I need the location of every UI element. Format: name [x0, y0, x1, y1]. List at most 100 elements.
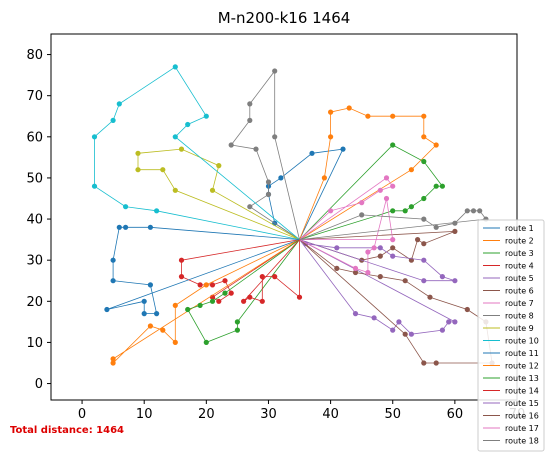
legend-label: route 4 [505, 262, 534, 271]
legend-label: route 7 [505, 299, 534, 308]
route-8-point [265, 191, 272, 197]
route-5 [299, 239, 458, 337]
route-3-point [402, 208, 408, 214]
route-17-point [390, 237, 396, 243]
route-11-point [104, 306, 110, 313]
route-4-point [216, 298, 222, 304]
route-16-point [427, 294, 433, 300]
route-3-point [439, 183, 445, 189]
y-tick-label: 50 [26, 171, 43, 186]
route-2-point [365, 113, 371, 119]
route-5-point [371, 315, 377, 321]
route-6-point [452, 228, 458, 234]
route-1-point [278, 175, 284, 181]
legend-label: route 6 [505, 287, 534, 296]
route-11-point [141, 298, 147, 304]
route-9-point [178, 146, 185, 152]
y-tick-label: 0 [35, 377, 43, 392]
route-16-point [377, 274, 383, 280]
route-18-point [421, 216, 427, 222]
routes-layer [91, 64, 495, 366]
axis-ticks: 01020304050607001020304050607080 [26, 48, 525, 422]
route-6-point [421, 241, 427, 247]
chart-title: M-n200-k16 1464 [218, 9, 351, 27]
y-tick-label: 40 [26, 213, 43, 228]
route-15-point [421, 278, 427, 284]
route-5-point [446, 319, 452, 325]
route-3-point [390, 208, 396, 214]
route-7-point [390, 183, 396, 189]
route-10-point [185, 121, 191, 128]
route-17-point [383, 195, 390, 202]
route-4-point [197, 282, 203, 288]
route-15-point [452, 278, 458, 284]
route-17-point [365, 249, 371, 255]
route-5-point [452, 319, 458, 325]
x-tick-label: 60 [447, 407, 464, 422]
legend-label: route 14 [505, 387, 539, 396]
route-14-point [296, 294, 303, 300]
route-14 [241, 239, 303, 304]
route-3-point [433, 183, 439, 189]
route-4-point [178, 274, 185, 280]
y-tick-label: 10 [26, 336, 43, 351]
route-12-point [110, 356, 116, 362]
route-9-point [135, 150, 141, 156]
legend-label: route 3 [505, 249, 534, 258]
total-distance-annotation: Total distance: 1464 [10, 425, 124, 436]
route-4 [178, 239, 300, 304]
x-tick-label: 30 [260, 407, 277, 422]
route-10-point [172, 64, 178, 70]
route-4-point [222, 278, 228, 284]
route-13-point [197, 302, 203, 308]
route-11-line [106, 226, 300, 315]
route-18-point [464, 208, 470, 214]
route-14-point [247, 294, 253, 300]
route-14-point [259, 274, 265, 280]
route-13-point [185, 306, 191, 313]
route-9-point [172, 187, 178, 193]
route-4-point [178, 257, 185, 263]
route-3-point [408, 204, 414, 210]
y-tick-label: 80 [26, 48, 43, 63]
legend-label: route 12 [505, 362, 539, 371]
x-tick-label: 0 [78, 407, 86, 422]
route-9-point [160, 167, 166, 173]
route-18-line [299, 210, 487, 240]
route-10-point [91, 183, 98, 189]
legend-label: route 11 [505, 349, 539, 358]
route-18-point [470, 208, 477, 214]
route-12-point [147, 323, 153, 329]
route-17-point [352, 265, 359, 271]
route-14-point [241, 298, 247, 304]
route-1-point [340, 146, 346, 152]
route-11-point [116, 224, 122, 230]
route-16-point [334, 265, 340, 271]
route-11-point [147, 224, 153, 230]
x-tick-label: 50 [384, 407, 401, 422]
route-10 [91, 64, 300, 240]
route-15-point [421, 257, 427, 263]
legend-label: route 8 [505, 312, 534, 321]
route-8-point [247, 117, 253, 123]
route-15-point [390, 253, 396, 259]
route-8-point [247, 204, 253, 210]
legend-label: route 16 [505, 412, 539, 421]
route-16-point [464, 306, 470, 313]
route-18-point [433, 224, 439, 230]
y-tick-label: 60 [26, 130, 43, 145]
route-7 [299, 175, 396, 240]
route-2-point [328, 109, 334, 115]
route-6-point [377, 253, 383, 259]
route-6-point [415, 237, 421, 243]
route-2-point [421, 113, 427, 119]
route-3 [299, 142, 445, 240]
route-8-point [247, 101, 253, 107]
route-12-point [110, 360, 116, 366]
route-16-point [433, 360, 439, 366]
route-2 [299, 105, 439, 240]
route-8-point [272, 68, 278, 74]
route-16-point [421, 360, 427, 366]
route-11-point [141, 311, 147, 317]
